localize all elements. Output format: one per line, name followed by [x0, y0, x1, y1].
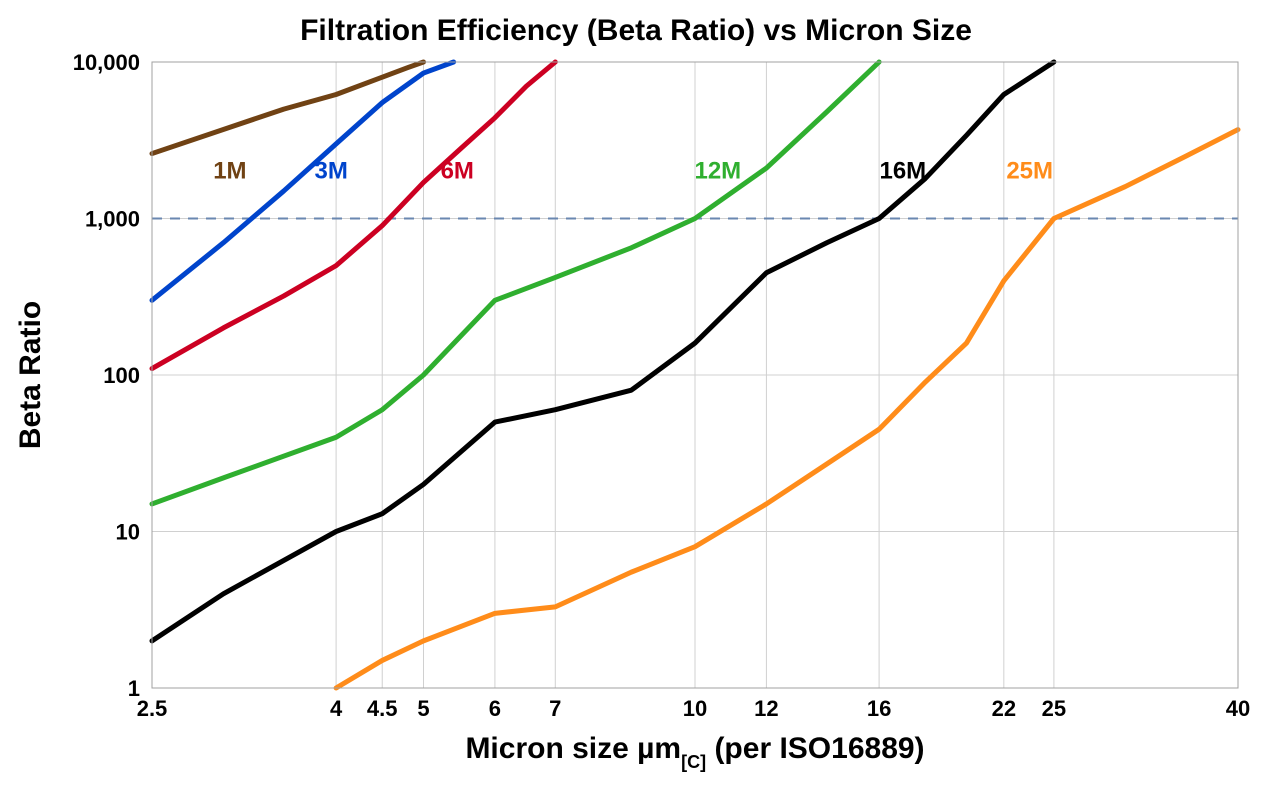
x-axis-label: Micron size µm[C] (per ISO16889): [465, 732, 924, 772]
x-tick-label: 16: [867, 696, 891, 721]
series-label-1m: 1M: [213, 158, 246, 185]
x-tick-label: 7: [549, 696, 561, 721]
chart-container: Filtration Efficiency (Beta Ratio) vs Mi…: [0, 0, 1272, 790]
series-label-6m: 6M: [441, 158, 474, 185]
y-tick-label: 10: [116, 520, 140, 545]
x-tick-label: 40: [1226, 696, 1250, 721]
x-tick-label: 12: [754, 696, 778, 721]
chart-title: Filtration Efficiency (Beta Ratio) vs Mi…: [300, 14, 972, 47]
y-axis-label: Beta Ratio: [14, 301, 47, 449]
x-tick-label: 22: [992, 696, 1016, 721]
x-tick-label: 6: [489, 696, 501, 721]
x-tick-label: 4.5: [367, 696, 398, 721]
series-label-12m: 12M: [694, 158, 741, 185]
series-label-16m: 16M: [879, 158, 926, 185]
x-tick-label: 4: [330, 696, 343, 721]
chart-svg: Filtration Efficiency (Beta Ratio) vs Mi…: [0, 0, 1272, 790]
x-tick-label: 5: [417, 696, 429, 721]
series-label-3m: 3M: [314, 158, 347, 185]
y-tick-label: 1: [128, 676, 140, 701]
x-tick-label: 2.5: [137, 696, 168, 721]
x-tick-label: 25: [1042, 696, 1066, 721]
series-label-25m: 25M: [1006, 158, 1053, 185]
y-tick-label: 100: [103, 363, 140, 388]
x-tick-label: 10: [683, 696, 707, 721]
y-tick-label: 1,000: [85, 207, 140, 232]
y-tick-label: 10,000: [73, 50, 140, 75]
